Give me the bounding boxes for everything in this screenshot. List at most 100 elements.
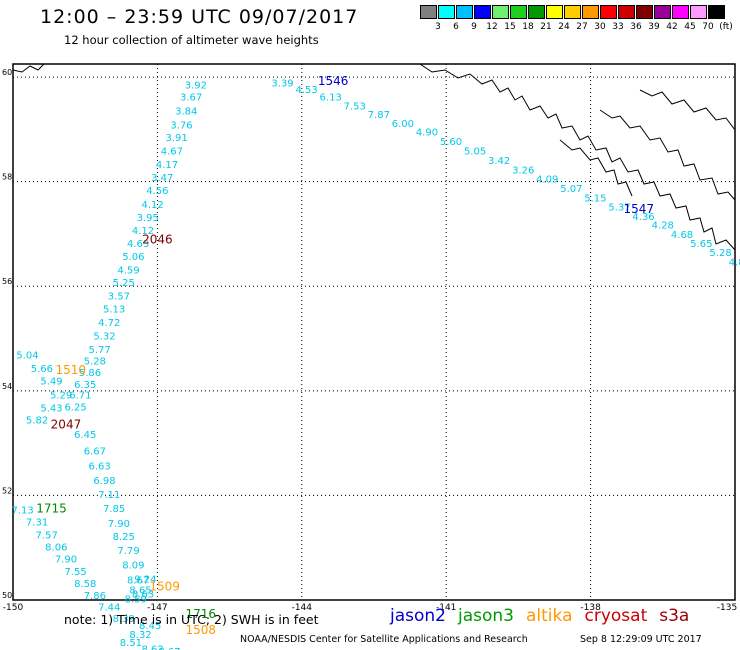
color-swatch: [708, 5, 725, 19]
color-swatch: [654, 5, 671, 19]
legend-jason2: jason2: [390, 606, 446, 626]
swh-value: 4.09: [536, 175, 558, 186]
pass-time-label: 2046: [142, 232, 173, 246]
swh-value: 7.57: [36, 530, 58, 541]
swh-value: 6.00: [392, 119, 414, 130]
color-swatch: [474, 5, 491, 19]
latitude-label: 58: [2, 173, 12, 182]
swh-value: 6.13: [320, 93, 342, 104]
credit-line: NOAA/NESDIS Center for Satellite Applica…: [240, 634, 528, 645]
inland-coastline: [639, 89, 736, 131]
color-swatch: [510, 5, 527, 19]
swh-value: 3.84: [175, 107, 197, 118]
swh-value: 3.42: [488, 156, 510, 167]
swh-value: 5.77: [89, 345, 111, 356]
swh-value: 7.85: [103, 504, 125, 515]
longitude-label: -138: [580, 603, 601, 613]
swh-value: 7.11: [98, 490, 120, 501]
swh-value: 7.90: [55, 554, 77, 565]
latitude-label: 60: [2, 68, 12, 77]
swh-value: 4.90: [416, 128, 438, 139]
island-coastline-2: [599, 109, 736, 201]
swh-value: 8.65: [129, 586, 151, 597]
swh-value: 4.63: [127, 239, 149, 250]
swh-value: 6.98: [93, 476, 115, 487]
swh-value: 3.76: [170, 120, 192, 131]
swh-value: 5.28: [84, 357, 106, 368]
color-scale-label: 12: [486, 22, 498, 32]
swh-value: 7.86: [84, 591, 106, 602]
color-swatch: [582, 5, 599, 19]
coastline: [12, 63, 736, 251]
alaska-coastline: [12, 63, 736, 251]
swh-value: 5.05: [464, 146, 486, 157]
swh-value: 6.35: [74, 380, 96, 391]
swh-value: 3.39: [271, 78, 293, 89]
latitude-label: 50: [2, 591, 12, 600]
swh-value: 6.71: [69, 391, 91, 402]
swh-value: 8.67: [158, 647, 180, 650]
swh-value: 5.82: [26, 415, 48, 426]
swh-value: 9.24: [134, 575, 156, 586]
swh-value: 5.66: [31, 364, 53, 375]
swh-value: 3.67: [180, 93, 202, 104]
swh-value: 3.91: [166, 133, 188, 144]
swh-value: 8.51: [120, 638, 142, 649]
wave-height-tracks: 3.923.67 3.84 3.76 3.91 4.67 4.17 3.47 4.56 4.12…: [11, 78, 740, 650]
swh-value: 4.72: [98, 318, 120, 329]
swh-value: 3.57: [108, 291, 130, 302]
color-scale-label: 21: [540, 22, 552, 32]
swh-value: 6.67: [84, 447, 106, 458]
color-scale-label: 39: [648, 22, 660, 32]
swh-value: 5.86: [79, 368, 101, 379]
swh-value: 7.79: [117, 546, 139, 557]
swh-value: 5.07: [560, 184, 582, 195]
pass-time-label: 1716: [185, 607, 216, 621]
swh-value: 6.45: [74, 430, 96, 441]
swh-value: 4.68: [671, 230, 693, 241]
color-scale-label: 45: [684, 22, 696, 32]
color-swatch: [636, 5, 653, 19]
color-scale-label: 42: [666, 22, 678, 32]
map-title: 12:00 – 23:59 UTC 09/07/2017: [40, 6, 359, 28]
longitude-label: -141: [436, 603, 456, 613]
pass-time-labels: 1546154715482046151020471715150917161508: [36, 74, 654, 637]
swh-value: 8.25: [113, 532, 135, 543]
color-scale-label: (ft): [719, 22, 733, 32]
legend-cryosat: cryosat: [584, 606, 648, 626]
longitude-label: -135: [717, 603, 737, 613]
longitude-label: -147: [147, 603, 167, 613]
pass-time-label: 1546: [318, 74, 349, 88]
swh-value: 3.95: [137, 213, 159, 224]
pass-time-label: 1508: [185, 623, 216, 637]
swh-value: 4.56: [146, 186, 168, 197]
swh-value: 8.67: [127, 575, 149, 586]
swh-value: 5.37: [608, 202, 630, 213]
swh-value: 8.63: [132, 589, 154, 600]
color-swatch: [456, 5, 473, 19]
swh-value: 5.06: [122, 252, 144, 263]
color-scale-label: 70: [702, 22, 714, 32]
color-swatch: [600, 5, 617, 19]
swh-value: 5.13: [103, 304, 125, 315]
pass-time-label: 1509: [149, 580, 180, 594]
swh-value: 7.90: [108, 519, 130, 530]
latitude-label: 56: [2, 277, 12, 286]
color-scale-label: 33: [612, 22, 624, 32]
swh-value: 5.28: [709, 248, 731, 259]
legend-altika: altika: [526, 606, 573, 626]
swh-value: 4.12: [132, 226, 154, 237]
color-scale-label: 30: [594, 22, 606, 32]
swh-value: 8.06: [45, 542, 67, 553]
color-scale-label: 6: [453, 22, 459, 32]
swh-value: 8.58: [74, 579, 96, 590]
satellite-legend: jason2 jason3 altika cryosat s3a: [390, 606, 701, 626]
swh-value: 8.09: [122, 561, 144, 572]
swh-value: 7.13: [11, 506, 33, 517]
swh-value: 4.28: [652, 221, 674, 232]
map-subtitle: 12 hour collection of altimeter wave hei…: [64, 33, 319, 47]
swh-value: 8.32: [129, 630, 151, 641]
color-swatch: [492, 5, 509, 19]
swh-value: 5.25: [113, 278, 135, 289]
swh-value: 3.26: [512, 165, 534, 176]
